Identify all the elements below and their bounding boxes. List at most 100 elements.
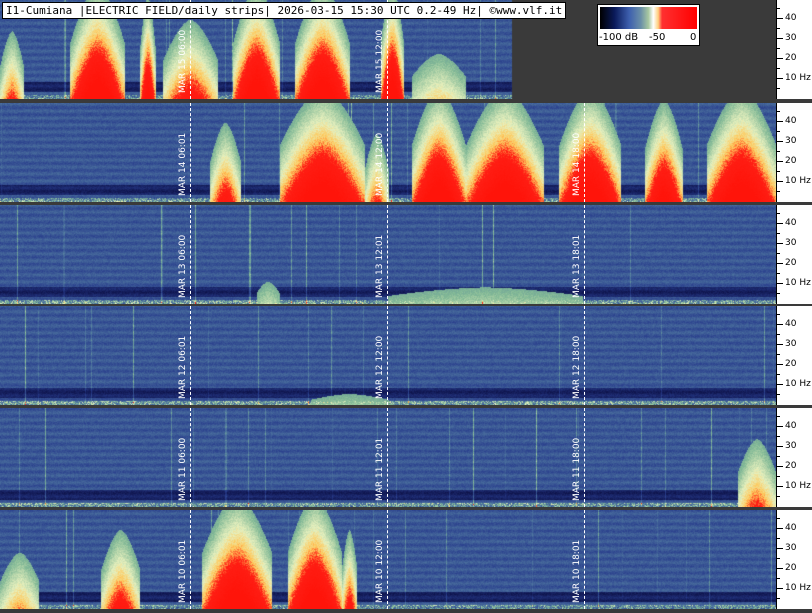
spectrogram-canvas — [0, 408, 776, 507]
minor-tick — [777, 314, 780, 315]
time-marker-label: MAR 11 12:01 — [375, 437, 385, 501]
frequency-label: 30 — [785, 543, 797, 553]
minor-tick — [777, 253, 780, 254]
strip-mar-10: MAR 10 06:01 MAR 10 12:00 MAR 10 18:01 40 30… — [0, 510, 812, 609]
frequency-label: 10 Hz — [785, 278, 811, 288]
major-tick — [777, 263, 783, 264]
frequency-label: 10 Hz — [785, 583, 811, 593]
strip-mar-13: MAR 13 06:00 MAR 13 12:01 MAR 13 18:01 40 30… — [0, 205, 812, 304]
minor-tick — [777, 111, 780, 112]
minor-tick — [777, 476, 780, 477]
frequency-label: 30 — [785, 441, 797, 451]
major-tick — [777, 243, 783, 244]
major-tick — [777, 283, 783, 284]
time-marker-line — [190, 306, 191, 405]
major-tick — [777, 384, 783, 385]
colorbar-legend: -100 dB -50 0 — [597, 4, 700, 46]
minor-tick — [777, 354, 780, 355]
minor-tick — [777, 598, 780, 599]
time-marker-label: MAR 15 06:00 — [178, 29, 188, 93]
minor-tick — [777, 518, 780, 519]
major-tick — [777, 548, 783, 549]
minor-tick — [777, 374, 780, 375]
time-marker-line — [190, 510, 191, 609]
minor-tick — [777, 578, 780, 579]
major-tick — [777, 223, 783, 224]
frequency-label: 20 — [785, 156, 797, 166]
frequency-label: 30 — [785, 136, 797, 146]
time-marker-line — [190, 408, 191, 507]
frequency-label: 40 — [785, 421, 797, 431]
minor-tick — [777, 191, 780, 192]
major-tick — [777, 446, 783, 447]
frequency-label: 40 — [785, 319, 797, 329]
spectrogram-canvas — [0, 306, 776, 405]
time-marker-label: MAR 13 12:01 — [375, 234, 385, 298]
major-tick — [777, 38, 783, 39]
time-marker-label: MAR 15 12:00 — [375, 29, 385, 93]
time-marker-line — [387, 510, 388, 609]
major-tick — [777, 58, 783, 59]
major-tick — [777, 344, 783, 345]
spectrogram-title: I1-Cumiana |ELECTRIC FIELD/daily strips|… — [2, 2, 567, 19]
major-tick — [777, 121, 783, 122]
frequency-label: 20 — [785, 359, 797, 369]
minor-tick — [777, 334, 780, 335]
minor-tick — [777, 48, 780, 49]
frequency-scale: 40 30 20 10 Hz — [776, 408, 812, 507]
time-marker-line — [584, 408, 585, 507]
time-marker-label: MAR 12 06:01 — [178, 335, 188, 399]
time-marker-label: MAR 11 06:00 — [178, 437, 188, 501]
strip-mar-11: MAR 11 06:00 MAR 11 12:01 MAR 11 18:00 40 30… — [0, 408, 812, 507]
minor-tick — [777, 68, 780, 69]
time-marker-label: MAR 13 06:00 — [178, 234, 188, 298]
major-tick — [777, 78, 783, 79]
time-marker-label: MAR 11 18:00 — [572, 437, 582, 501]
frequency-label: 20 — [785, 461, 797, 471]
frequency-scale: 40 30 20 10 Hz — [776, 510, 812, 609]
major-tick — [777, 426, 783, 427]
minor-tick — [777, 456, 780, 457]
minor-tick — [777, 28, 780, 29]
colorbar-max-label: 0 — [690, 32, 697, 43]
frequency-label: 30 — [785, 339, 797, 349]
minor-tick — [777, 394, 780, 395]
minor-tick — [777, 233, 780, 234]
major-tick — [777, 588, 783, 589]
minor-tick — [777, 131, 780, 132]
time-marker-line — [584, 103, 585, 202]
strip-mar-14: MAR 14 06:01 MAR 14 12:00 MAR 14 18:00 40 30… — [0, 103, 812, 202]
colorbar-gradient — [600, 7, 697, 29]
major-tick — [777, 486, 783, 487]
minor-tick — [777, 171, 780, 172]
frequency-label: 10 Hz — [785, 379, 811, 389]
frequency-label: 40 — [785, 13, 797, 23]
time-marker-line — [387, 408, 388, 507]
frequency-label: 40 — [785, 218, 797, 228]
major-tick — [777, 466, 783, 467]
major-tick — [777, 181, 783, 182]
time-marker-line — [190, 205, 191, 304]
frequency-scale: 40 30 20 10 Hz — [776, 205, 812, 304]
major-tick — [777, 18, 783, 19]
time-marker-label: MAR 10 18:01 — [572, 539, 582, 603]
time-marker-line — [387, 103, 388, 202]
minor-tick — [777, 293, 780, 294]
time-marker-label: MAR 12 18:00 — [572, 335, 582, 399]
spectrogram-canvas — [0, 205, 776, 304]
minor-tick — [777, 213, 780, 214]
minor-tick — [777, 558, 780, 559]
minor-tick — [777, 8, 780, 9]
spectrogram-canvas — [0, 510, 776, 609]
frequency-label: 30 — [785, 238, 797, 248]
frequency-label: 20 — [785, 563, 797, 573]
major-tick — [777, 141, 783, 142]
time-marker-line — [387, 306, 388, 405]
time-marker-line — [190, 0, 191, 99]
minor-tick — [777, 436, 780, 437]
frequency-label: 30 — [785, 33, 797, 43]
time-marker-line — [584, 510, 585, 609]
colorbar-mid-label: -50 — [649, 32, 666, 43]
time-marker-label: MAR 10 12:00 — [375, 539, 385, 603]
